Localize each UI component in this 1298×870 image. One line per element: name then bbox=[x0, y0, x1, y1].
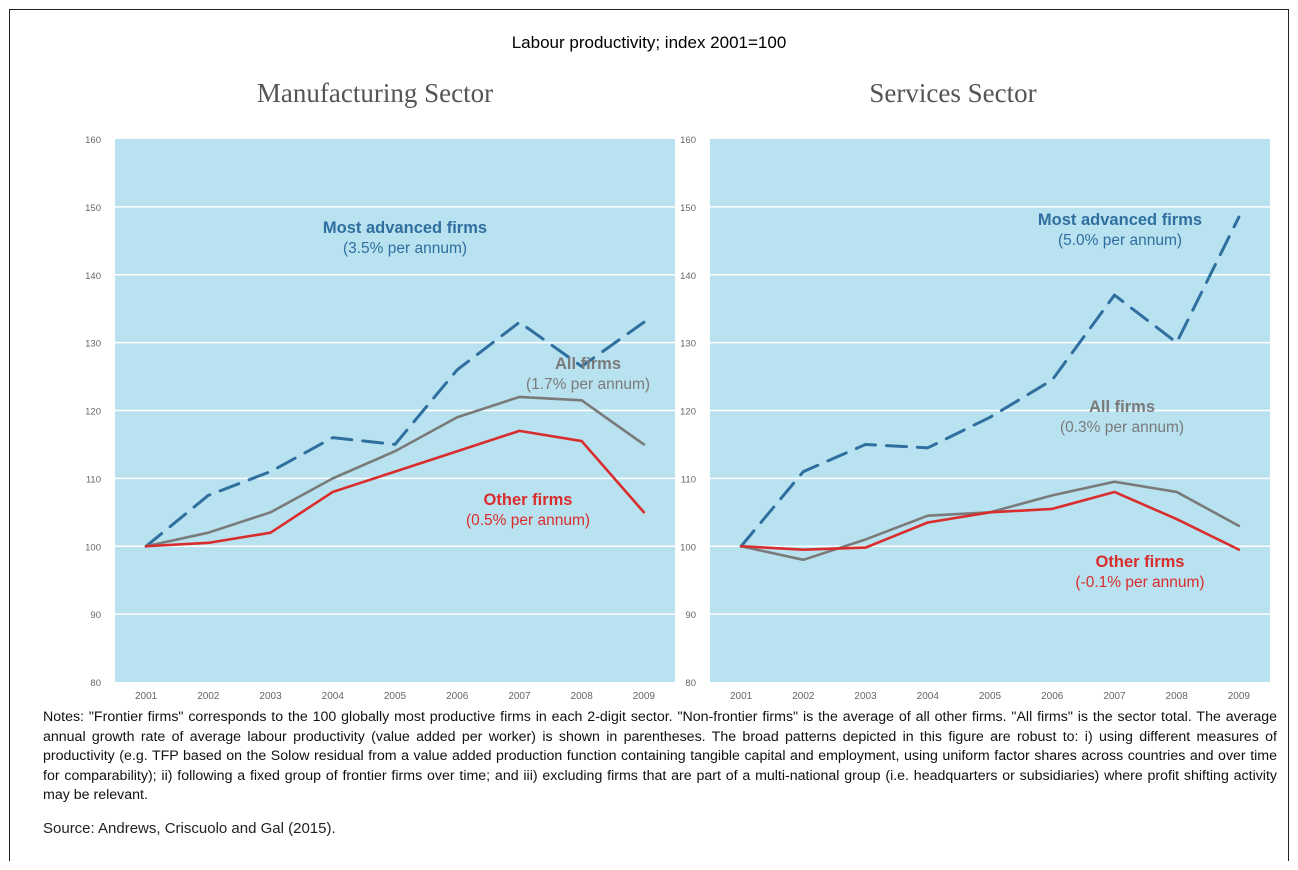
series-growth-note: (0.5% per annum) bbox=[466, 512, 590, 529]
y-tick-label: 120 bbox=[680, 407, 696, 418]
y-tick-label: 100 bbox=[85, 542, 101, 553]
x-tick-label: 2009 bbox=[633, 691, 656, 702]
figure-frame bbox=[9, 9, 1289, 861]
figure-source: Source: Andrews, Criscuolo and Gal (2015… bbox=[43, 820, 336, 837]
y-tick-label: 90 bbox=[685, 610, 696, 621]
y-tick-label: 130 bbox=[680, 339, 696, 350]
x-tick-label: 2001 bbox=[730, 691, 753, 702]
series-label: Other firms bbox=[1096, 553, 1185, 571]
services-line-chart: 80 90 100 110 120 130 140 150 160 2001 2002 2003 200… bbox=[680, 135, 1270, 702]
series-label: Most advanced firms bbox=[1038, 211, 1202, 229]
x-tick-label: 2008 bbox=[571, 691, 594, 702]
y-tick-label: 130 bbox=[85, 339, 101, 350]
y-tick-label: 80 bbox=[685, 678, 696, 689]
manufacturing-chart-title: Manufacturing Sector bbox=[256, 78, 494, 108]
series-growth-note: (0.3% per annum) bbox=[1060, 419, 1184, 436]
x-tick-label: 2006 bbox=[1041, 691, 1064, 702]
series-label: Most advanced firms bbox=[323, 219, 487, 237]
x-tick-label: 2005 bbox=[979, 691, 1002, 702]
y-tick-label: 80 bbox=[90, 678, 101, 689]
series-label: All firms bbox=[555, 355, 621, 373]
y-tick-label: 160 bbox=[85, 135, 101, 146]
x-tick-label: 2002 bbox=[197, 691, 220, 702]
y-tick-label: 100 bbox=[680, 542, 696, 553]
x-tick-label: 2004 bbox=[322, 691, 345, 702]
x-tick-label: 2007 bbox=[508, 691, 531, 702]
y-tick-label: 160 bbox=[680, 135, 696, 146]
x-tick-label: 2004 bbox=[917, 691, 940, 702]
y-tick-label: 150 bbox=[85, 203, 101, 214]
series-label: All firms bbox=[1089, 398, 1155, 416]
x-tick-label: 2006 bbox=[446, 691, 469, 702]
series-growth-note: (1.7% per annum) bbox=[526, 376, 650, 393]
x-tick-label: 2003 bbox=[854, 691, 877, 702]
y-tick-label: 110 bbox=[681, 474, 696, 485]
series-growth-note: (5.0% per annum) bbox=[1058, 232, 1182, 249]
x-tick-label: 2007 bbox=[1103, 691, 1126, 702]
figure-notes: Notes: "Frontier firms" corresponds to t… bbox=[43, 709, 1277, 803]
services-chart-title: Services Sector bbox=[869, 78, 1037, 108]
y-tick-label: 150 bbox=[680, 203, 696, 214]
y-tick-label: 140 bbox=[85, 271, 101, 282]
series-growth-note: (3.5% per annum) bbox=[343, 240, 467, 257]
y-tick-label: 90 bbox=[90, 610, 101, 621]
series-growth-note: (-0.1% per annum) bbox=[1075, 574, 1204, 591]
y-tick-label: 110 bbox=[86, 474, 101, 485]
manufacturing-line-chart: 80 90 100 110 120 130 140 150 160 2001 2002 2003 200… bbox=[85, 135, 675, 702]
y-tick-label: 140 bbox=[680, 271, 696, 282]
x-tick-label: 2005 bbox=[384, 691, 407, 702]
x-tick-label: 2009 bbox=[1228, 691, 1251, 702]
x-tick-label: 2002 bbox=[792, 691, 815, 702]
series-label: Other firms bbox=[484, 491, 573, 509]
y-tick-label: 120 bbox=[85, 407, 101, 418]
x-tick-label: 2003 bbox=[259, 691, 282, 702]
figure-title: Labour productivity; index 2001=100 bbox=[511, 33, 787, 52]
x-tick-label: 2001 bbox=[135, 691, 158, 702]
x-tick-label: 2008 bbox=[1166, 691, 1189, 702]
